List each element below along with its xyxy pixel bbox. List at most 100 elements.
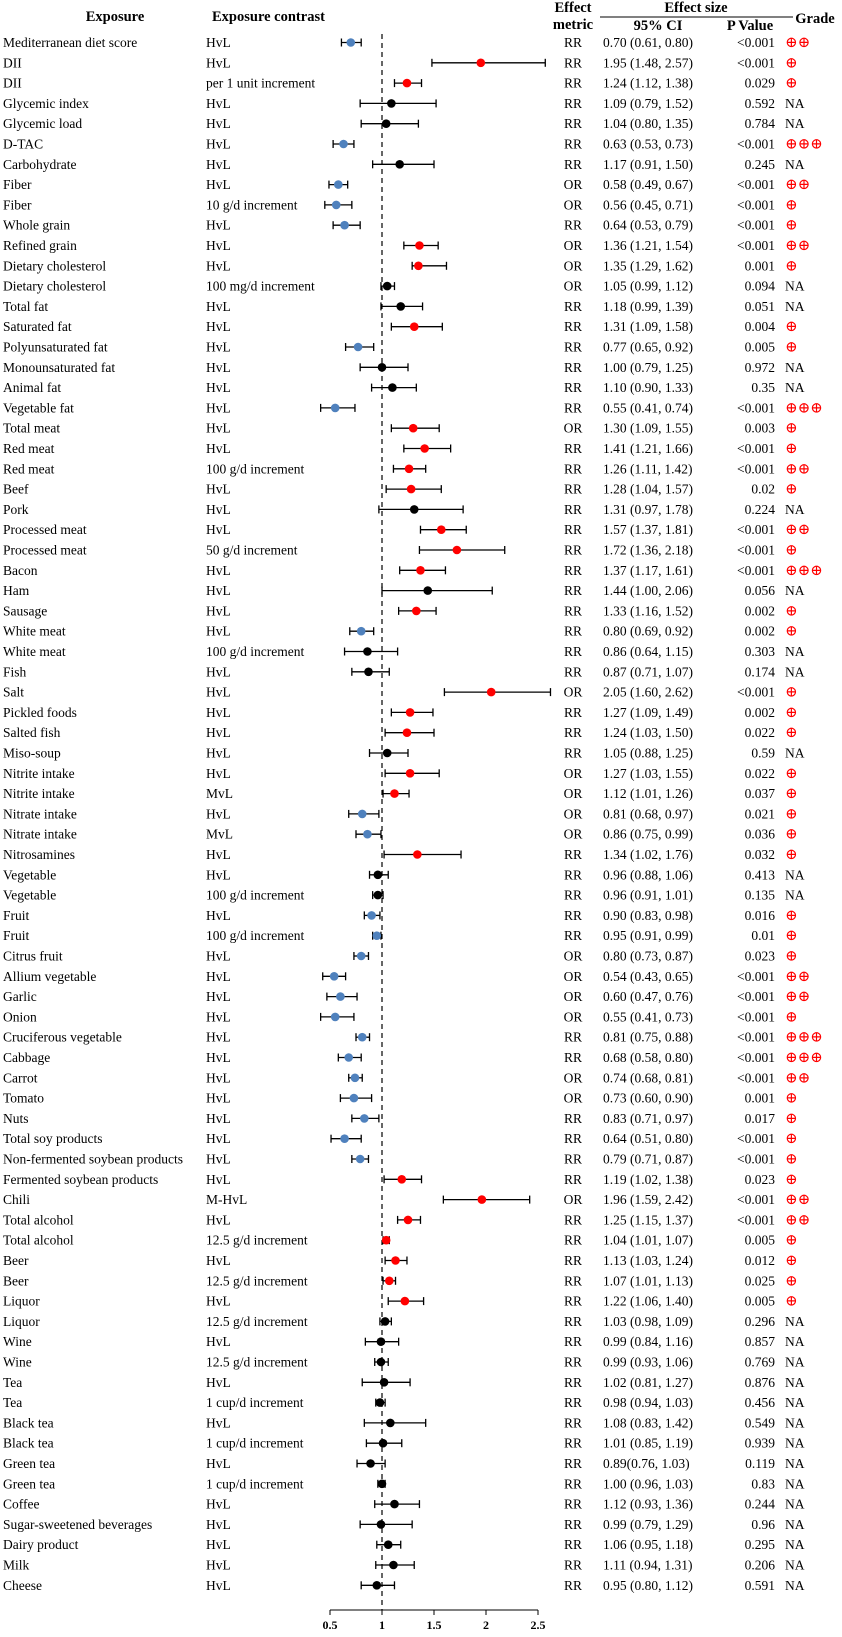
point-estimate-marker	[390, 789, 399, 798]
exposure-label: Tea	[3, 1375, 22, 1390]
table-row: White meat 100 g/d increment RR 0.86 (0.64,…	[3, 644, 805, 659]
ci-text: 1.22 (1.06, 1.40)	[603, 1294, 693, 1309]
x-tick-label: 1.5	[427, 1618, 442, 1632]
point-estimate-marker	[373, 870, 383, 880]
grade-rating: ⊕	[785, 725, 798, 741]
grade-rating: ⊕⊕⊕	[785, 1030, 823, 1046]
p-value: <0.001	[737, 1030, 775, 1045]
table-row: Processed meat 50 g/d increment RR 1.72 (1.…	[3, 543, 798, 559]
point-estimate-marker	[350, 1073, 360, 1083]
p-value: 0.303	[745, 644, 776, 659]
table-row: Black tea HvL RR 1.08 (0.83, 1.42) 0.549 NA	[3, 1415, 805, 1430]
p-value: 0.784	[745, 116, 776, 131]
grade-rating: ⊕⊕	[785, 989, 810, 1005]
exposure-label: Glycemic load	[3, 116, 82, 131]
point-estimate-marker	[329, 972, 339, 981]
exposure-contrast-label: 12.5 g/d increment	[206, 1273, 308, 1288]
ci-text: 1.37 (1.17, 1.61)	[603, 563, 693, 578]
table-row: D-TAC HvL RR 0.63 (0.53, 0.73) <0.001 ⊕⊕⊕	[3, 137, 823, 153]
ci-text: 1.03 (0.98, 1.09)	[603, 1314, 693, 1329]
effect-metric: OR	[564, 949, 583, 964]
effect-metric: RR	[564, 380, 582, 395]
exposure-contrast-label: HvL	[206, 380, 231, 395]
exposure-contrast-label: HvL	[206, 563, 231, 578]
point-estimate-marker	[356, 626, 366, 636]
exposure-contrast-label: HvL	[206, 340, 231, 355]
ci-text: 0.74 (0.68, 0.81)	[603, 1070, 693, 1085]
table-row: Tea 1 cup/d increment RR 0.98 (0.94, 1.03) 0…	[3, 1395, 805, 1410]
exposure-contrast-label: HvL	[206, 766, 231, 781]
point-estimate-marker	[346, 38, 356, 47]
exposure-label: Green tea	[3, 1476, 55, 1491]
point-estimate-marker	[349, 1093, 359, 1103]
exposure-label: Black tea	[3, 1436, 54, 1451]
effect-metric: OR	[564, 806, 583, 821]
point-estimate-marker	[408, 423, 418, 433]
table-rows: Mediterranean diet score HvL RR 0.70 (0.61,…	[3, 35, 823, 1593]
effect-metric: RR	[564, 1233, 582, 1248]
exposure-label: Refined grain	[3, 238, 77, 253]
exposure-contrast-label: HvL	[206, 35, 231, 50]
p-value: <0.001	[737, 1050, 775, 1065]
p-value: <0.001	[737, 1152, 775, 1167]
ci-text: 0.64 (0.51, 0.80)	[603, 1131, 693, 1146]
exposure-label: Non-fermented soybean products	[3, 1152, 183, 1167]
effect-metric: OR	[564, 238, 583, 253]
exposure-label: Tomato	[3, 1091, 44, 1106]
p-value: 0.96	[751, 1517, 775, 1532]
effect-metric: OR	[564, 197, 583, 212]
effect-metric: RR	[564, 908, 582, 923]
table-row: Monounsaturated fat HvL RR 1.00 (0.79, 1.25…	[3, 360, 805, 375]
header-p-value: P Value	[727, 18, 774, 34]
table-row: Dietary cholesterol 100 mg/d increment OR 1…	[3, 279, 805, 294]
exposure-contrast-label: 100 g/d increment	[206, 928, 304, 943]
effect-metric: RR	[564, 1578, 582, 1593]
point-estimate-marker	[412, 606, 421, 616]
table-row: Carbohydrate HvL RR 1.17 (0.91, 1.50) 0.245 N…	[3, 157, 805, 172]
table-row: Nitrate intake MvL OR 0.86 (0.75, 0.99) 0.03…	[3, 827, 798, 843]
grade-rating: ⊕⊕	[785, 1192, 810, 1208]
exposure-label: Total alcohol	[3, 1233, 74, 1248]
exposure-contrast-label: 50 g/d increment	[206, 543, 298, 558]
exposure-label: Fiber	[3, 177, 32, 192]
p-value: 0.592	[745, 96, 775, 111]
exposure-label: Tea	[3, 1395, 22, 1410]
ci-text: 1.13 (1.03, 1.24)	[603, 1253, 693, 1268]
table-row: Non-fermented soybean products HvL RR 0.79 …	[3, 1152, 798, 1168]
exposure-contrast-label: HvL	[206, 583, 231, 598]
exposure-contrast-label: HvL	[206, 1091, 231, 1106]
grade-rating: NA	[785, 746, 805, 761]
point-estimate-marker	[409, 322, 419, 332]
table-row: Nitrite intake HvL OR 1.27 (1.03, 1.55) 0.02…	[3, 766, 798, 782]
exposure-contrast-label: HvL	[206, 1152, 231, 1167]
table-row: Total meat HvL OR 1.30 (1.09, 1.55) 0.003 ⊕	[3, 421, 798, 437]
point-estimate-marker	[357, 1032, 367, 1042]
exposure-contrast-label: M-HvL	[206, 1192, 247, 1207]
exposure-contrast-label: HvL	[206, 725, 231, 740]
exposure-label: Beer	[3, 1273, 29, 1288]
p-value: <0.001	[737, 218, 775, 233]
ci-text: 1.24 (1.12, 1.38)	[603, 76, 693, 91]
grade-rating: ⊕	[785, 319, 798, 335]
effect-metric: RR	[564, 96, 582, 111]
effect-metric: RR	[564, 1050, 582, 1065]
exposure-label: Pork	[3, 502, 29, 517]
p-value: 0.456	[745, 1395, 776, 1410]
exposure-contrast-label: HvL	[206, 238, 231, 253]
grade-rating: ⊕	[785, 76, 798, 92]
point-estimate-marker	[340, 1134, 349, 1143]
grade-rating: ⊕	[785, 624, 798, 640]
effect-metric: RR	[564, 319, 582, 334]
exposure-contrast-label: HvL	[206, 1558, 231, 1573]
header-exposure: Exposure	[86, 9, 145, 25]
exposure-label: Processed meat	[3, 543, 87, 558]
table-header: Exposure Exposure contrast Effect metric…	[86, 0, 836, 34]
ci-text: 1.27 (1.09, 1.49)	[603, 705, 693, 720]
point-estimate-marker	[387, 99, 396, 108]
p-value: 0.769	[745, 1355, 776, 1370]
ci-text: 1.12 (1.01, 1.26)	[603, 786, 693, 801]
x-axis: 0.5 1 1.5 2 2.5	[323, 1609, 546, 1632]
table-row: Total alcohol 12.5 g/d increment RR 1.04 (1…	[3, 1233, 798, 1249]
point-estimate-marker	[372, 1581, 382, 1590]
effect-metric: OR	[564, 1009, 583, 1024]
